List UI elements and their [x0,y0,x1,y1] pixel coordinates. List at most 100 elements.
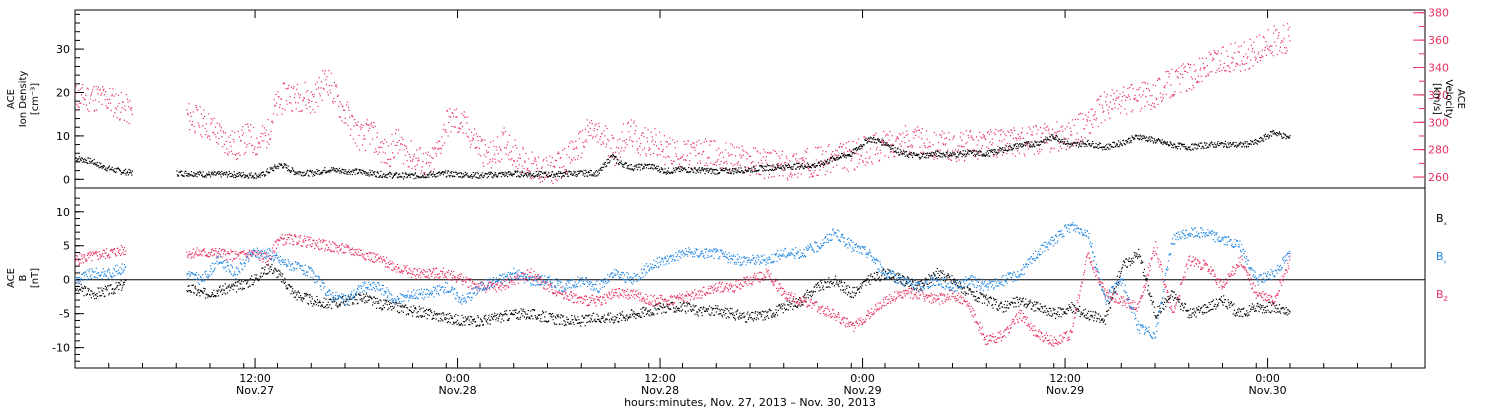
velocity-point [698,139,700,141]
velocity-point [953,135,955,137]
velocity-point [861,147,863,150]
velocity-point [741,155,743,157]
bx-point [215,295,217,297]
velocity-point [550,161,552,163]
velocity-point [636,149,638,151]
velocity-point [1266,45,1268,47]
velocity-point [422,161,424,163]
density-point [373,173,375,175]
velocity-point [1115,99,1117,101]
velocity-point [402,138,404,141]
density-point [1104,145,1107,147]
density-point [329,169,331,171]
velocity-point [362,124,364,127]
velocity-point [1194,70,1196,73]
bx-point [453,322,455,324]
velocity-point [194,132,196,134]
density-point [934,152,936,154]
velocity-point [1053,147,1055,150]
bx-point [296,299,298,301]
velocity-point [1083,128,1086,130]
velocity-point [292,87,294,90]
density-point [895,150,897,152]
velocity-point [951,150,954,152]
velocity-point [766,162,768,164]
density-point [1191,144,1193,146]
bx-point [506,314,508,316]
density-point [296,173,298,175]
density-point [701,168,703,170]
velocity-point [191,124,193,126]
density-point [301,175,303,177]
density-point [791,166,793,168]
bx-point [429,308,431,310]
density-point [767,165,769,167]
velocity-point [577,158,579,160]
density-point [295,171,297,173]
density-point [822,161,824,163]
velocity-point [1045,129,1047,131]
bx-point [418,306,420,308]
velocity-point [703,150,705,152]
density-point [817,162,819,164]
velocity-point [245,123,247,125]
density-point [303,171,305,173]
velocity-point [345,122,347,124]
velocity-point [813,165,816,167]
density-point [997,149,999,151]
bx-point [520,308,522,310]
density-point [532,175,534,177]
density-point [1247,146,1249,148]
density-point [896,152,898,154]
density-point [1264,133,1266,135]
density-point [99,166,101,168]
velocity-point [1254,56,1256,58]
density-point [337,169,339,171]
velocity-point [285,100,287,102]
velocity-point [245,146,248,148]
density-point [227,174,229,176]
velocity-point [1048,128,1050,130]
velocity-point [561,166,563,168]
density-point [372,174,374,176]
density-point [938,151,940,153]
velocity-point [809,176,811,178]
density-point [825,162,827,164]
velocity-point [1284,47,1286,49]
density-point [849,155,851,157]
density-point [194,175,196,177]
bx-point [118,288,120,291]
velocity-point [1073,145,1075,147]
velocity-point [1004,144,1007,146]
density-point [220,176,222,178]
velocity-point [473,134,475,136]
velocity-point [1250,59,1252,61]
density-point [1146,140,1148,142]
density-point [1099,146,1101,148]
velocity-point [1075,138,1077,141]
velocity-point [1096,100,1098,102]
velocity-point [1065,138,1067,140]
density-point [96,162,99,164]
density-point [854,152,856,154]
density-point [309,170,311,172]
velocity-point [549,165,552,167]
density-point [442,172,444,174]
velocity-point [983,136,985,138]
bx-point [544,316,546,318]
velocity-point [537,156,540,158]
velocity-point [705,162,707,164]
density-point [707,167,709,169]
velocity-point [782,175,784,177]
density-point [324,172,326,174]
density-point [472,171,474,174]
velocity-point [399,149,401,151]
density-point [964,150,967,152]
density-point [1170,142,1172,144]
velocity-point [844,167,846,169]
velocity-point [1278,32,1280,34]
velocity-point [991,138,993,140]
density-point [305,173,307,175]
density-point [887,144,889,146]
density-point [126,171,128,173]
